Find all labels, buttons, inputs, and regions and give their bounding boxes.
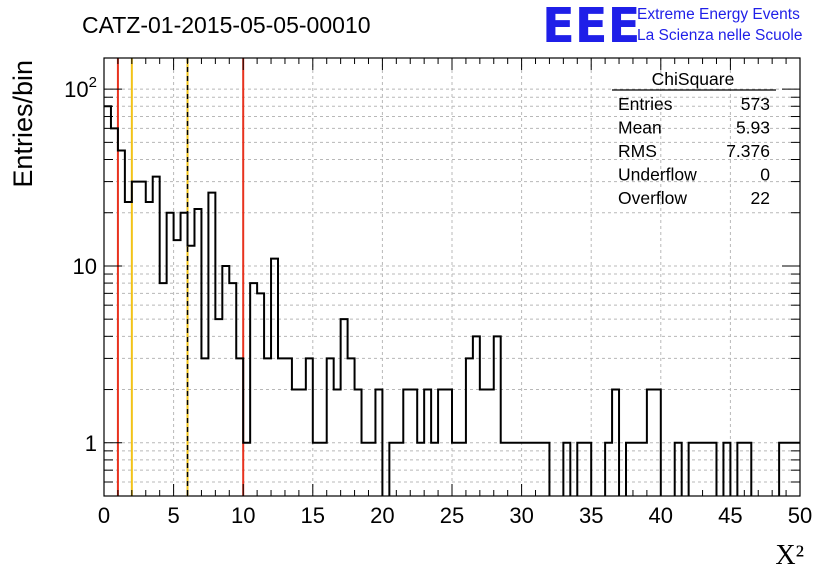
histogram [104,105,800,496]
histogram-line [104,105,800,496]
chart-title: CATZ-01-2015-05-05-00010 [82,12,371,38]
grid-lines [104,58,800,496]
stats-row-label: RMS [618,141,657,161]
stats-row-value: 5.93 [736,118,770,138]
x-tick-label: 35 [579,503,603,528]
x-axis-label: X² [775,540,804,571]
stats-box: ChiSquare Entries 573 Mean 5.93 RMS 7.376 Unde… [612,69,776,208]
stats-row-label: Mean [618,118,662,138]
stats-row-value: 22 [751,188,770,208]
axis-ticks: 0 5 10 15 20 25 30 35 40 45 50 1 10 102 [64,58,812,528]
y-tick-label: 102 [64,74,97,102]
x-tick-label: 40 [649,503,673,528]
x-tick-label: 10 [231,503,255,528]
x-tick-label: 20 [370,503,394,528]
x-tick-label: 30 [509,503,533,528]
x-tick-label: 0 [98,503,110,528]
logo-line-1: Extreme Energy Events [637,6,800,23]
x-tick-label: 25 [440,503,464,528]
stats-row-label: Underflow [618,165,697,185]
logo-line-2: La Scienza nelle Scuole [637,27,802,44]
stats-name: ChiSquare [652,69,735,89]
stats-row-value: 7.376 [726,141,770,161]
x-tick-label: 45 [718,503,742,528]
stats-row-value: 573 [741,94,770,114]
eee-logo-mark: EEE [542,0,640,54]
y-tick-label: 10 [73,254,97,279]
eee-logo: EEE Extreme Energy Events La Scienza nel… [542,0,802,54]
stats-row-label: Overflow [618,188,687,208]
x-tick-label: 5 [167,503,179,528]
x-tick-label: 15 [301,503,325,528]
x-tick-label: 50 [788,503,812,528]
y-axis-label: Entries/bin [8,60,38,188]
y-tick-label: 1 [85,431,97,456]
stats-row-label: Entries [618,94,673,114]
stats-row-value: 0 [760,165,770,185]
